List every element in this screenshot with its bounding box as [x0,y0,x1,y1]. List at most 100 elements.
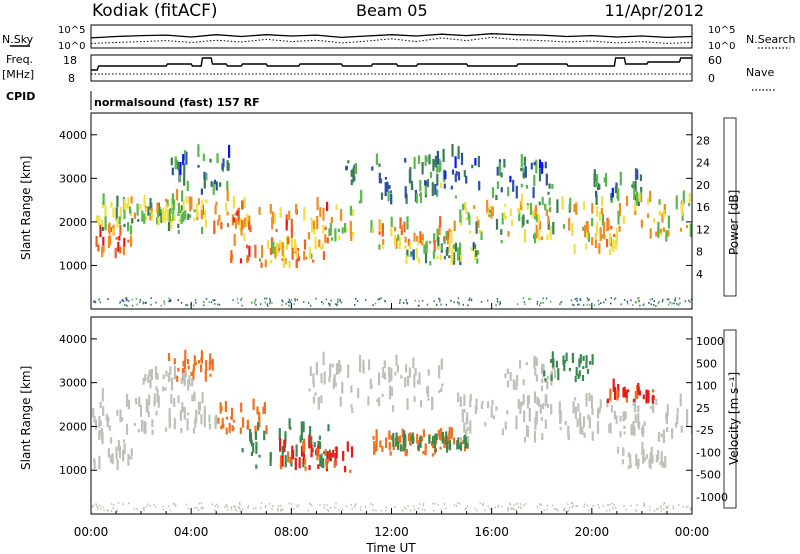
heatmap-cell [350,232,353,241]
heatmap-cell [277,248,280,251]
heatmap-cell [453,220,456,232]
heatmap-cell [504,215,507,220]
heatmap-cell [451,144,454,157]
heatmap-cell [181,373,184,378]
heatmap-cell [164,427,168,432]
heatmap-cell [326,508,329,511]
heatmap-cell [162,505,164,508]
heatmap-cell [172,502,175,505]
heatmap-cell [431,182,434,196]
heatmap-cell [457,146,460,160]
velocity-colorbar-tick: 25 [696,402,710,415]
heatmap-cell [287,451,290,463]
heatmap-cell [604,173,608,187]
heatmap-cell [556,199,559,213]
heatmap-cell [546,234,549,241]
nsearch-label: N.Search [746,33,796,46]
heatmap-cell [540,302,542,304]
heatmap-cell [507,509,509,512]
heatmap-cell [237,506,239,509]
heatmap-cell [633,398,636,402]
heatmap-cell [398,236,401,250]
heatmap-cell [125,203,129,209]
power-ytick-label: 4000 [59,129,87,142]
heatmap-cell [371,227,374,233]
freq-unit: [MHz] [2,68,34,81]
heatmap-cell [436,173,439,186]
heatmap-cell [143,509,145,512]
heatmap-cell [477,250,480,255]
heatmap-cell [642,394,645,400]
heatmap-cell [665,230,668,242]
heatmap-cell [424,251,428,264]
heatmap-cell [193,507,196,510]
heatmap-cell [399,299,401,301]
heatmap-cell [651,298,654,300]
heatmap-cell [200,209,203,220]
heatmap-cell [424,443,427,456]
heatmap-cell [263,402,266,414]
heatmap-cell [316,447,319,461]
heatmap-cell [427,397,430,401]
heatmap-cell [405,193,408,204]
heatmap-cell [547,191,550,195]
heatmap-cell [428,154,431,165]
heatmap-cell [573,304,575,307]
heatmap-cell [327,424,330,432]
heatmap-cell [490,206,493,219]
heatmap-cell [413,373,416,388]
heatmap-cell [332,378,335,389]
heatmap-cell [518,506,520,508]
heatmap-cell [494,506,496,509]
heatmap-cell [402,434,405,443]
heatmap-cell [401,428,404,437]
heatmap-cell [507,186,510,197]
x-tick-label: 20:00 [575,525,610,539]
heatmap-cell [457,171,461,181]
heatmap-cell [671,428,674,439]
heatmap-cell [121,299,123,302]
heatmap-cell [351,208,355,216]
heatmap-cell [612,378,615,392]
heatmap-cell [325,298,328,301]
heatmap-cell [217,219,220,226]
heatmap-cell [558,401,561,415]
heatmap-cell [308,247,311,259]
heatmap-cell [520,167,523,172]
heatmap-cell [404,245,407,250]
heatmap-cell [254,244,257,258]
heatmap-cell [575,202,578,215]
heatmap-cell [119,224,122,236]
heatmap-cell [209,373,212,377]
heatmap-cell [562,509,565,512]
heatmap-cell [519,360,522,369]
heatmap-cell [533,430,537,443]
heatmap-cell [634,168,638,181]
heatmap-cell [164,211,167,223]
heatmap-cell [271,302,273,304]
heatmap-cell [340,301,342,304]
heatmap-cell [685,506,687,509]
heatmap-cell [454,195,457,199]
heatmap-cell [323,507,325,509]
heatmap-cell [303,250,306,261]
heatmap-cell [368,359,371,371]
heatmap-cell [219,182,222,187]
heatmap-cell [197,410,201,415]
heatmap-cell [640,186,643,193]
heatmap-cell [434,502,436,505]
heatmap-cell [315,362,318,376]
heatmap-cell [177,202,180,214]
velocity-ytick-label: 1000 [59,464,87,477]
heatmap-cell [181,190,184,202]
x-tick-label: 08:00 [274,525,309,539]
heatmap-cell [192,364,195,372]
heatmap-cell [118,446,121,459]
heatmap-cell [325,463,328,469]
noise-tick-bottom-right: 10^0 [708,41,735,52]
heatmap-cell [230,250,233,263]
heatmap-cell [607,503,609,506]
heatmap-cell [437,237,440,249]
heatmap-cell [104,216,107,231]
heatmap-cell [372,435,375,440]
